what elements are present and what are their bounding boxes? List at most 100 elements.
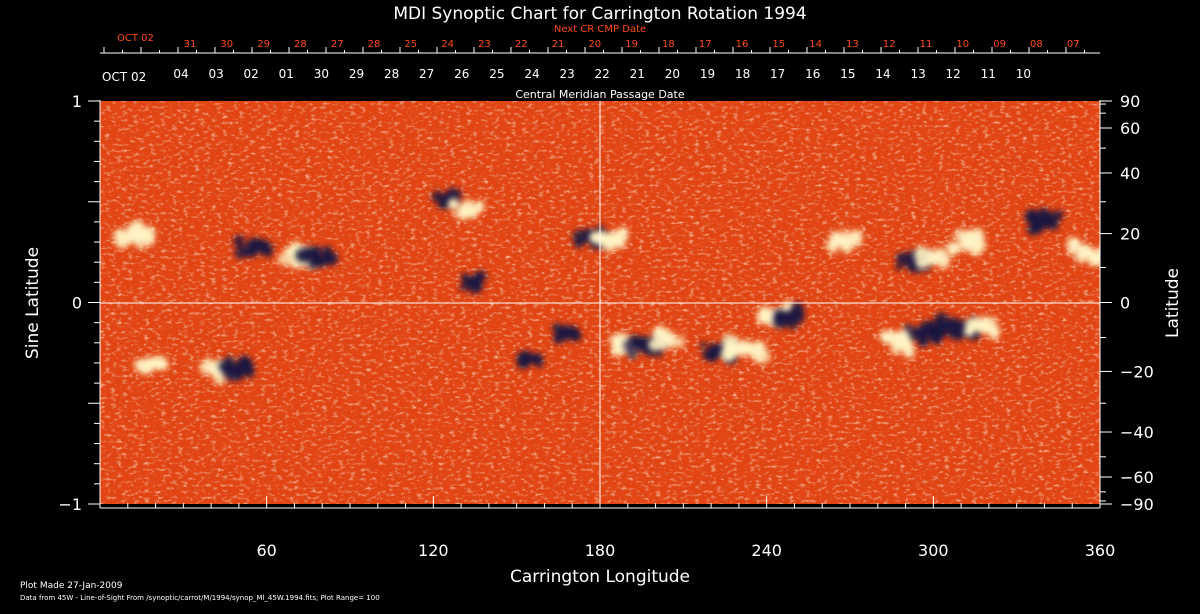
next-cr-date-label: 31 (184, 39, 197, 50)
next-cr-date-label: 27 (331, 39, 344, 50)
flux-patch (924, 266, 931, 273)
cmp-date-label: 24 (524, 67, 539, 81)
positive-flux-region (112, 220, 156, 249)
flux-patch (965, 317, 978, 331)
flux-patch (459, 284, 466, 291)
latitude-tick-label: 90 (1120, 92, 1140, 111)
negative-flux-region (233, 234, 274, 260)
latitude-tick-label: 60 (1120, 119, 1140, 138)
cmp-date-label: 30 (314, 67, 329, 81)
negative-flux-region (295, 245, 338, 269)
y-tick-label: 0 (72, 294, 82, 313)
flux-core (946, 321, 965, 336)
flux-patch (754, 341, 765, 352)
flux-patch (1031, 214, 1037, 220)
y-axis-label: Sine Latitude (23, 247, 43, 359)
flux-core (1077, 245, 1095, 259)
flux-patch (295, 248, 309, 263)
flux-patch (475, 209, 480, 215)
next-cr-date-label: 17 (699, 39, 712, 50)
flux-patch (699, 341, 707, 349)
negative-flux-region (431, 186, 462, 210)
flux-patch (760, 308, 768, 316)
next-cr-date-label: 23 (478, 39, 491, 50)
next-cr-date-label: 08 (1030, 39, 1043, 50)
flux-core (230, 362, 248, 376)
x-tick-label: 300 (918, 541, 949, 560)
flux-patch (138, 227, 153, 242)
flux-patch (680, 334, 685, 339)
negative-flux-region (516, 350, 544, 369)
negative-flux-region (552, 323, 582, 344)
flux-core (459, 204, 474, 216)
flux-patch (915, 257, 928, 269)
flux-core (975, 320, 991, 333)
positive-flux-region (825, 229, 863, 254)
plot-made-label: Plot Made 27-Jan-2009 (20, 581, 123, 591)
next-cr-date-label: 28 (294, 39, 307, 50)
next-cr-date-labels: 31 30 29 28 27 28 25 24 23 22 21 20 19 18 17 16 15 14 13 12… (103, 39, 1085, 53)
next-cr-date-label: 28 (368, 39, 381, 50)
flux-core (559, 327, 574, 339)
cmp-date-label: 18 (735, 67, 750, 81)
flux-patch (921, 337, 929, 346)
flux-core (125, 229, 142, 243)
latitude-tick-label: 40 (1120, 164, 1140, 183)
flux-patch (323, 249, 328, 255)
next-cr-date-label: 25 (404, 39, 417, 50)
x-tick-label: 180 (585, 541, 616, 560)
latitude-tick-label: −90 (1120, 495, 1154, 514)
flux-patch (456, 189, 462, 196)
flux-patch (854, 230, 863, 239)
cmp-first-label: OCT 02 (102, 70, 146, 84)
flux-core (1036, 215, 1053, 229)
flux-patch (220, 365, 226, 371)
flux-patch (879, 330, 893, 343)
flux-patch (932, 320, 945, 333)
negative-flux-region (218, 355, 255, 382)
cmp-date-label: 04 (173, 67, 188, 81)
positive-flux-region (913, 245, 951, 270)
flux-patch (764, 319, 770, 324)
next-cr-date-label: 15 (772, 39, 785, 50)
flux-core (735, 341, 754, 356)
flux-patch (474, 270, 487, 283)
active-regions (112, 186, 1100, 385)
flux-core (462, 276, 477, 288)
next-cr-date-label: 29 (257, 39, 270, 50)
cmp-date-label: 29 (349, 67, 364, 81)
next-cr-date-label: 14 (809, 39, 822, 50)
cmp-date-label: 22 (595, 67, 610, 81)
flux-patch (655, 350, 663, 358)
chart-title: MDI Synoptic Chart for Carrington Rotati… (393, 4, 806, 24)
flux-core (600, 233, 617, 247)
cmp-date-label: 02 (244, 67, 259, 81)
flux-core (245, 242, 261, 255)
flux-patch (234, 246, 247, 260)
flux-patch (553, 334, 564, 344)
flux-patch (447, 198, 460, 211)
flux-core (925, 252, 941, 265)
cmp-date-label: 14 (875, 67, 890, 81)
negative-flux-region (1024, 207, 1064, 236)
positive-flux-region (879, 327, 918, 358)
data-source-label: Data from 45W - Line-of-Sight From /syno… (20, 594, 380, 602)
flux-patch (1072, 242, 1080, 249)
flux-patch (453, 212, 458, 218)
x-tick-label: 60 (256, 541, 276, 560)
x-tick-label: 240 (751, 541, 782, 560)
flux-patch (992, 316, 998, 322)
y-tick-label: −1 (58, 495, 82, 514)
flux-core (661, 332, 678, 345)
flux-patch (277, 253, 290, 266)
positive-flux-region (720, 333, 771, 364)
flux-core (521, 353, 534, 364)
next-cr-date-label: 16 (736, 39, 749, 50)
longitude-axis: 60 120 180 240 300 360 (127, 496, 1115, 560)
cmp-date-label: 20 (665, 67, 680, 81)
flux-core (894, 336, 912, 350)
positive-flux-region (1066, 237, 1100, 267)
next-cr-first-label: OCT 02 (117, 33, 154, 44)
positive-flux-region (447, 198, 485, 220)
